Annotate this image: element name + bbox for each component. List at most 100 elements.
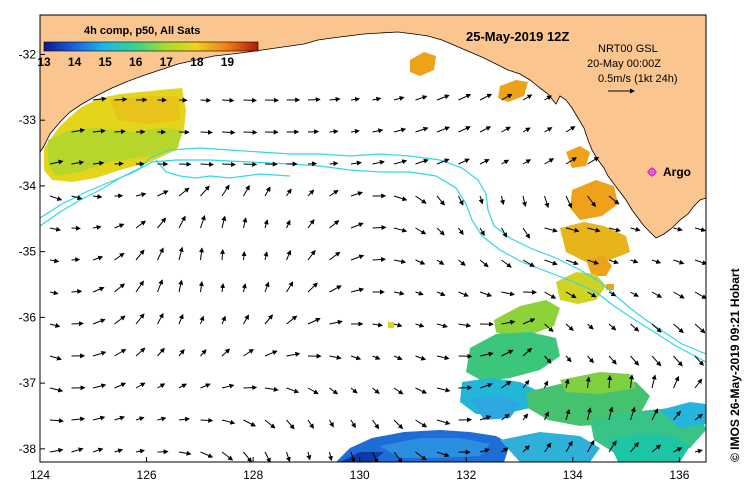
current-arrow — [135, 313, 145, 325]
current-arrow — [651, 444, 662, 453]
current-arrow — [157, 247, 164, 261]
sst-patches — [44, 52, 706, 462]
current-arrow — [286, 188, 292, 197]
current-arrow — [221, 451, 234, 461]
y-tick-label: -32 — [19, 47, 37, 61]
current-arrow — [372, 128, 384, 134]
current-arrow — [436, 227, 445, 236]
current-arrow — [436, 451, 450, 458]
current-arrow — [393, 259, 407, 264]
current-arrow — [565, 440, 573, 453]
current-arrow — [286, 315, 298, 325]
current-arrow — [458, 195, 464, 206]
legend-tick-label: 16 — [129, 55, 143, 69]
current-arrow — [479, 159, 490, 165]
current-arrow — [458, 259, 466, 266]
current-arrow — [264, 186, 271, 197]
current-arrow — [587, 195, 597, 208]
current-arrow — [522, 379, 530, 389]
current-arrow — [436, 355, 450, 361]
current-arrow — [200, 417, 214, 423]
current-arrow — [630, 226, 641, 232]
y-tick-label: -36 — [19, 310, 37, 324]
current-arrow — [157, 312, 164, 325]
current-arrow — [243, 314, 249, 325]
current-arrow — [221, 348, 231, 357]
legend-tick-label: 13 — [37, 55, 51, 69]
current-arrow — [544, 95, 553, 101]
current-arrow — [694, 259, 706, 265]
current-arrow — [587, 156, 600, 165]
current-arrow — [49, 418, 64, 424]
current-vectors — [49, 93, 706, 462]
current-arrow — [157, 279, 164, 293]
current-arrow — [135, 249, 145, 261]
current-arrow — [92, 224, 102, 230]
colorbar — [43, 41, 259, 52]
current-arrow — [415, 95, 428, 101]
current-arrow — [565, 355, 572, 363]
current-arrow — [544, 127, 553, 133]
current-arrow — [372, 451, 379, 462]
current-arrow — [221, 419, 236, 425]
current-arrow — [479, 93, 493, 101]
current-arrow — [49, 355, 62, 361]
current-arrow — [501, 227, 508, 238]
current-arrow — [178, 349, 185, 357]
current-arrow — [135, 192, 147, 198]
current-arrow — [200, 185, 210, 197]
current-arrow — [286, 419, 295, 430]
current-arrow — [415, 419, 428, 428]
current-arrow — [49, 195, 63, 201]
current-arrow — [329, 189, 339, 197]
current-arrow — [92, 318, 106, 325]
current-arrow — [608, 291, 617, 297]
current-arrow — [135, 382, 146, 389]
current-arrow — [544, 195, 550, 209]
current-arrow — [544, 259, 558, 266]
current-arrow — [587, 291, 597, 298]
current-arrow — [544, 323, 554, 333]
current-arrow — [307, 97, 321, 103]
x-tick-label: 130 — [350, 468, 370, 482]
current-arrow — [393, 290, 405, 296]
current-arrow — [673, 410, 681, 421]
current-arrow — [522, 195, 527, 207]
current-arrow — [329, 285, 342, 293]
current-arrow — [178, 246, 184, 261]
legend-title: 4h comp, p50, All Sats — [84, 25, 200, 37]
current-arrow — [114, 96, 128, 102]
current-arrow — [286, 351, 301, 357]
current-arrow — [372, 225, 387, 231]
current-arrow — [350, 355, 362, 361]
current-arrow — [544, 355, 552, 364]
current-arrow — [264, 314, 274, 325]
current-arrow — [329, 387, 339, 395]
current-arrow — [92, 128, 106, 134]
current-arrow — [587, 227, 601, 233]
current-arrow — [221, 215, 227, 229]
x-tick-label: 134 — [563, 468, 583, 482]
current-arrow — [306, 451, 312, 461]
plot-frame — [39, 14, 707, 463]
current-arrow — [221, 97, 235, 103]
current-arrow — [478, 195, 484, 205]
current-arrow — [329, 354, 342, 360]
legend-tick-label: 15 — [98, 55, 112, 69]
current-arrow — [415, 451, 427, 461]
current-arrow — [200, 129, 213, 135]
current-arrow — [522, 227, 531, 239]
current-arrow — [135, 220, 147, 229]
current-arrow — [372, 159, 385, 165]
current-arrow — [501, 93, 513, 101]
current-arrow — [458, 291, 469, 297]
current-arrow — [49, 447, 64, 453]
current-arrow — [694, 448, 703, 454]
current-arrow — [415, 259, 426, 265]
info-date: 20-May 00:00Z — [587, 58, 661, 70]
current-arrow — [243, 97, 257, 103]
current-arrow — [608, 227, 621, 233]
current-arrow — [501, 319, 516, 325]
current-arrow — [673, 375, 680, 389]
current-arrow — [221, 161, 236, 167]
